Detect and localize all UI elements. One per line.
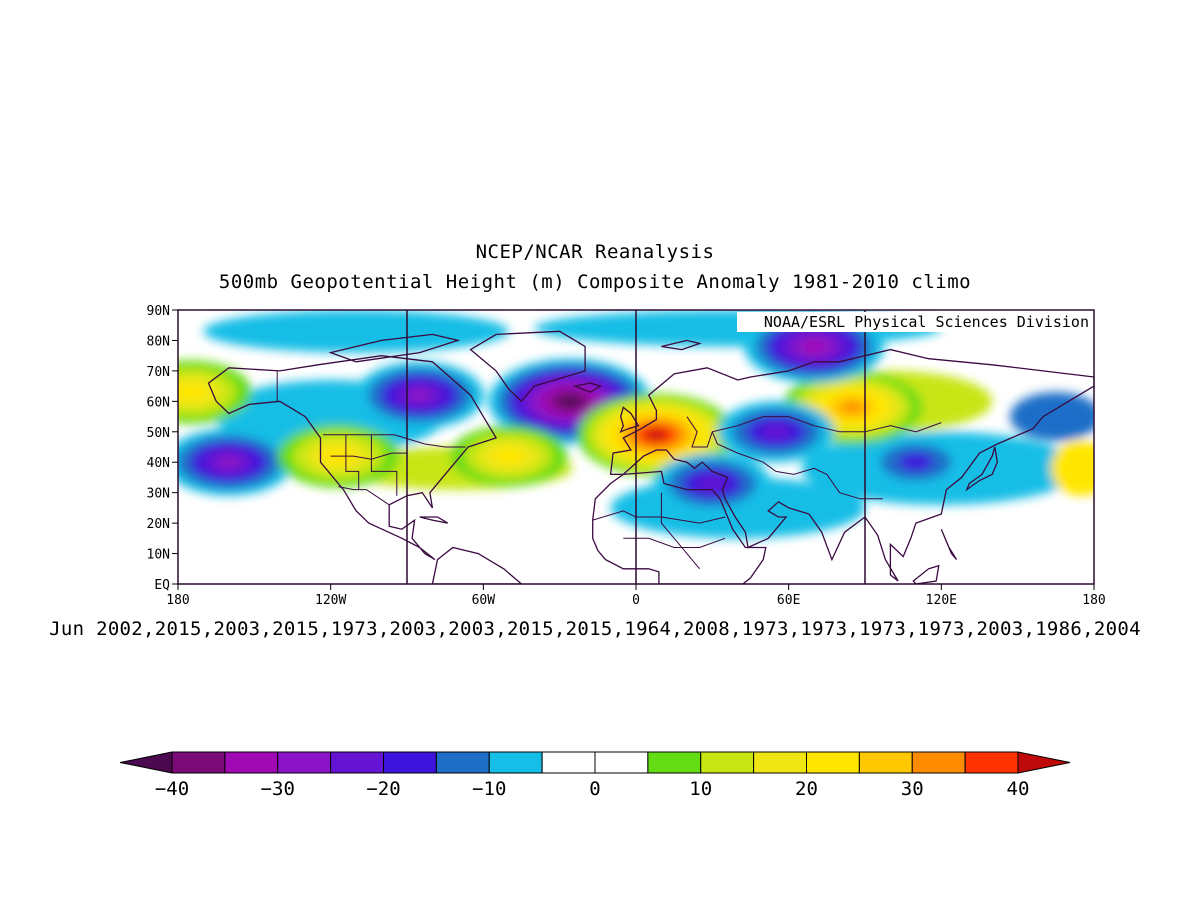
lat-tick-label: 40N [147,456,170,471]
lat-tick-label: EQ [154,578,170,593]
coastline-12 [572,382,603,393]
coastline-10 [940,528,958,561]
colorbar-box--5 [541,751,596,774]
lat-tick-label: 80N [147,334,170,349]
colorbar-box--30 [277,751,332,774]
border-5 [330,452,407,460]
coastline-3 [609,348,1094,582]
colorbar-box-15 [753,751,807,774]
colorbar: −40 −30 −20 −10 0 10 20 30 40 [119,751,1071,800]
coastline-4 [592,470,767,584]
border-10 [660,492,700,570]
coastline-5 [965,446,998,492]
colorbar-box--20 [383,751,437,774]
lon-tick-label: 0 [632,593,640,608]
lon-tick-label: 120E [926,593,957,608]
colorbar-label: −10 [472,778,506,800]
colorbar-label: 10 [689,778,712,800]
colorbar-box-35 [964,751,1019,774]
lon-tick-label: 60W [472,593,496,608]
colorbar-box--25 [330,751,384,774]
lon-tick-label: 180 [1082,593,1105,608]
colorbar-box-30 [911,751,966,774]
border-7 [711,431,883,500]
colorbar-box-5 [647,751,702,774]
anomaly-north-atlantic-low-level-8 [559,396,581,407]
coastline-8 [328,333,461,363]
coastline-0 [207,355,498,561]
colorbar-arrow-high [1017,751,1071,774]
border-0 [323,434,466,448]
lon-tick-label: 60E [777,593,800,608]
colorbar-label: −40 [155,778,189,800]
colorbar-arrow-low [119,751,173,774]
lat-tick-label: 60N [147,395,170,410]
colorbar-label: 0 [589,778,600,800]
coastline-7 [661,339,702,351]
border-9 [623,537,726,548]
anomaly-hudson-bay-low-level-5 [406,388,433,402]
coastline-11 [419,516,449,524]
lat-tick-label: 70N [147,365,170,380]
colorbar-label: 40 [1007,778,1030,800]
colorbar-box--10 [488,751,543,774]
coastline-6 [619,406,640,433]
anomaly-east-asia-low-level-3 [898,453,934,472]
composite-years: Jun 2002,2015,2003,2015,1973,2003,2003,2… [49,618,1141,640]
chart-title: NCEP/NCAR Reanalysis [475,241,715,263]
anomaly-europe-high-level-8 [646,429,667,440]
colorbar-label: 20 [795,778,818,800]
coastline-2 [431,546,523,584]
anomaly-bering-high-level-4 [178,384,206,401]
lat-tick-label: 50N [147,426,170,441]
colorbar-label: −30 [261,778,295,800]
anomaly-siberia-high-level-6 [840,401,864,414]
border-4 [370,434,398,496]
lat-tick-label: 10N [147,548,170,563]
coastline-1 [469,330,586,403]
colorbar-box-10 [700,751,755,774]
anomaly-field [178,310,1094,584]
border-3 [345,434,360,490]
chart-subtitle: 500mb Geopotential Height (m) Composite … [218,271,972,293]
border-8 [592,510,726,524]
border-6 [686,416,942,448]
map-axes: EQ 10N 20N 30N 40N 50N 60N 70N 80N 90N 180 120W 60W 0… [147,304,1106,608]
colorbar-label: 30 [901,778,924,800]
colorbar-box--40 [171,751,226,774]
lon-tick-label: 180 [166,593,189,608]
colorbar-box-0 [594,751,649,774]
anomaly-atlantic-ridge-level-4 [494,448,524,464]
anomaly-caspian-low-level-4 [761,424,791,440]
colorbar-box-20 [806,751,860,774]
border-1 [338,486,390,506]
lat-tick-label: 30N [147,487,170,502]
colorbar-box--15 [435,751,490,774]
colorbar-box--35 [224,751,279,774]
anomaly-middle-east-low-level-4 [697,475,727,492]
map-grid [406,310,866,584]
lon-tick-label: 120W [315,593,346,608]
coastlines [207,330,1094,584]
lat-tick-label: 90N [147,304,170,319]
credit-label: NOAA/ESRL Physical Sciences Division [737,312,1091,332]
lat-tick-label: 20N [147,517,170,532]
colorbar-box-25 [858,751,913,774]
anomaly-arctic-low-level-6 [802,340,826,353]
colorbar-label: −20 [366,778,400,800]
anomaly-north-pacific-low-level-5 [216,455,242,469]
